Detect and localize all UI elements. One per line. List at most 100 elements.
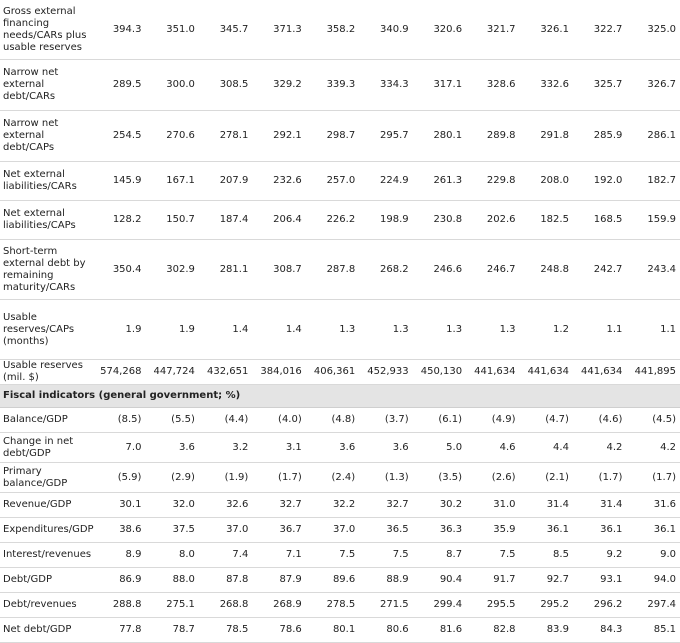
- table-row: Balance/GDP (8.5) (5.5) (4.4) (4.0) (4.8) (3.7…: [0, 407, 680, 433]
- table-cell: 358.2: [305, 0, 360, 60]
- table-cell: 271.5: [359, 592, 413, 618]
- table-cell: 340.9: [359, 0, 413, 60]
- table-cell: 36.5: [359, 517, 413, 543]
- table-cell: 329.2: [252, 59, 306, 111]
- table-cell: 84.3: [572, 617, 627, 643]
- section-title: Fiscal indicators (general government; %…: [0, 384, 680, 408]
- table-cell: 37.0: [305, 517, 360, 543]
- table-cell: 292.1: [252, 110, 306, 162]
- table-cell: 208.0: [519, 161, 573, 201]
- table-cell: 9.2: [572, 542, 627, 568]
- table-cell: 182.7: [626, 161, 680, 201]
- table-cell: (4.8): [305, 407, 360, 433]
- row-label: Expenditures/GDP: [0, 517, 94, 543]
- table-cell: 78.6: [252, 617, 306, 643]
- table-cell: 32.6: [198, 492, 253, 518]
- table-cell: 4.6: [466, 432, 520, 463]
- table-cell: (3.5): [412, 462, 467, 493]
- table-cell: (4.6): [572, 407, 627, 433]
- table-cell: 257.0: [305, 161, 360, 201]
- table-row: Debt/GDP 86.9 88.0 87.8 87.9 89.6 88.9 90.4 91.7…: [0, 567, 680, 593]
- table-cell: 30.1: [92, 492, 146, 518]
- table-cell: 302.9: [145, 239, 199, 300]
- table-cell: 30.2: [412, 492, 467, 518]
- table-cell: 145.9: [92, 161, 146, 201]
- table-row: Change in net debt/GDP 7.0 3.6 3.2 3.1 3.6 3.6…: [0, 432, 680, 463]
- table-cell: 7.4: [198, 542, 253, 568]
- table-cell: 1.1: [626, 299, 680, 360]
- table-cell: 268.8: [198, 592, 253, 618]
- table-cell: (1.9): [198, 462, 253, 493]
- table-cell: 242.7: [572, 239, 627, 300]
- table-cell: 320.6: [412, 0, 467, 60]
- table-cell: 202.6: [466, 200, 520, 240]
- table-cell: 1.9: [92, 299, 146, 360]
- table-cell: 8.7: [412, 542, 467, 568]
- table-cell: 82.8: [466, 617, 520, 643]
- table-cell: 1.2: [519, 299, 573, 360]
- table-row: Usable reserves (mil. $) 574,268 447,724 43…: [0, 359, 680, 385]
- table-cell: 308.5: [198, 59, 253, 111]
- table-cell: 317.1: [412, 59, 467, 111]
- table-cell: (5.5): [145, 407, 199, 433]
- table-cell: (2.9): [145, 462, 199, 493]
- table-cell: (4.4): [198, 407, 253, 433]
- table-cell: (5.9): [92, 462, 146, 493]
- row-label: Usable reserves/CAPs (months): [0, 299, 93, 360]
- table-cell: 332.6: [519, 59, 573, 111]
- table-row: Short-term external debt by remaining ma…: [0, 239, 680, 300]
- table-cell: 88.9: [359, 567, 413, 593]
- table-cell: 371.3: [252, 0, 306, 60]
- table-cell: (2.6): [466, 462, 520, 493]
- table-cell: (1.7): [626, 462, 680, 493]
- table-cell: 207.9: [198, 161, 253, 201]
- table-row: Debt/revenues 288.8 275.1 268.8 268.9 278.5 27…: [0, 592, 680, 618]
- table-cell: 287.8: [305, 239, 360, 300]
- table-cell: 281.1: [198, 239, 253, 300]
- table-cell: 280.1: [412, 110, 467, 162]
- table-cell: 298.7: [305, 110, 360, 162]
- table-cell: 1.3: [412, 299, 467, 360]
- table-cell: 232.6: [252, 161, 306, 201]
- table-cell: 295.5: [466, 592, 520, 618]
- table-cell: (4.5): [626, 407, 680, 433]
- table-cell: 35.9: [466, 517, 520, 543]
- table-cell: 90.4: [412, 567, 467, 593]
- table-cell: 350.4: [92, 239, 146, 300]
- table-cell: 91.7: [466, 567, 520, 593]
- table-cell: 87.8: [198, 567, 253, 593]
- row-label: Interest/revenues: [0, 542, 93, 568]
- table-cell: 441,634: [519, 359, 573, 385]
- row-label: Net debt/GDP: [0, 617, 93, 643]
- table-cell: 441,634: [466, 359, 520, 385]
- table-row: Net debt/GDP 77.8 78.7 78.5 78.6 80.1 80.6 81.6…: [0, 617, 680, 643]
- table-cell: (1.3): [359, 462, 413, 493]
- table-cell: 85.1: [626, 617, 680, 643]
- table-cell: 38.6: [92, 517, 146, 543]
- row-label: Balance/GDP: [0, 407, 93, 433]
- table-cell: 32.2: [305, 492, 360, 518]
- table-cell: 1.4: [198, 299, 253, 360]
- row-label: Net external liabilities/CARs: [0, 161, 93, 201]
- table-cell: 295.2: [519, 592, 573, 618]
- table-cell: 246.7: [466, 239, 520, 300]
- table-cell: 4.2: [626, 432, 680, 463]
- table-row: Interest/revenues 8.9 8.0 7.4 7.1 7.5 7.5 8.7 7.…: [0, 542, 680, 568]
- table-cell: 326.1: [519, 0, 573, 60]
- row-label: Short-term external debt by remaining ma…: [0, 239, 93, 300]
- table-cell: 86.9: [92, 567, 146, 593]
- table-cell: 8.9: [92, 542, 146, 568]
- table-cell: 168.5: [572, 200, 627, 240]
- table-cell: 1.3: [305, 299, 360, 360]
- table-cell: 192.0: [572, 161, 627, 201]
- table-cell: 450,130: [412, 359, 467, 385]
- table-cell: 83.9: [519, 617, 573, 643]
- row-label: Usable reserves (mil. $): [0, 359, 93, 385]
- table-cell: 1.1: [572, 299, 627, 360]
- table-cell: 325.7: [572, 59, 627, 111]
- row-label: Narrow net external debt/CARs: [0, 59, 93, 111]
- table-cell: 198.9: [359, 200, 413, 240]
- table-cell: 8.5: [519, 542, 573, 568]
- table-cell: 300.0: [145, 59, 199, 111]
- table-cell: 37.0: [198, 517, 253, 543]
